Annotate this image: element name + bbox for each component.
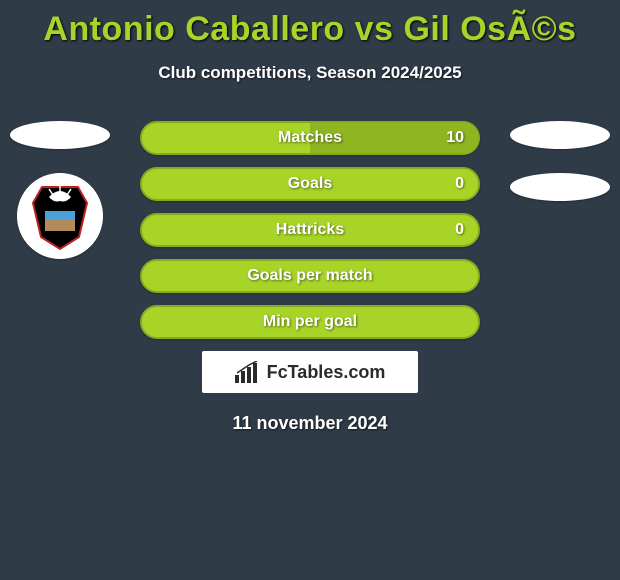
right-player-ellipse-2 [510, 173, 610, 201]
stat-bar-min-per-goal: Min per goal [140, 305, 480, 339]
stat-bar-goals: Goals 0 [140, 167, 480, 201]
stat-label: Hattricks [142, 215, 478, 245]
stat-bar-goals-per-match: Goals per match [140, 259, 480, 293]
stat-bar-hattricks: Hattricks 0 [140, 213, 480, 247]
stat-right-value: 10 [446, 123, 464, 153]
stat-bar-matches: Matches 10 [140, 121, 480, 155]
page-title: Antonio Caballero vs Gil OsÃ©s [0, 0, 620, 49]
date-text: 11 november 2024 [0, 413, 620, 434]
player2-name: Gil OsÃ©s [403, 10, 576, 48]
content-area: Matches 10 Goals 0 Hattricks 0 Goals per… [0, 121, 620, 434]
vs-text: vs [355, 10, 394, 48]
barchart-icon [235, 361, 261, 383]
player1-name: Antonio Caballero [43, 10, 344, 48]
stats-bars: Matches 10 Goals 0 Hattricks 0 Goals per… [140, 121, 480, 339]
right-column [500, 121, 620, 225]
footer-text: FcTables.com [267, 362, 386, 383]
subtitle: Club competitions, Season 2024/2025 [0, 63, 620, 83]
stat-label: Min per goal [142, 307, 478, 337]
left-player-ellipse [10, 121, 110, 149]
stat-right-value: 0 [455, 215, 464, 245]
footer-logo: FcTables.com [202, 351, 418, 393]
left-club-badge [17, 173, 103, 259]
stat-label: Goals [142, 169, 478, 199]
left-column [0, 121, 120, 259]
stat-right-value: 0 [455, 169, 464, 199]
stat-label: Goals per match [142, 261, 478, 291]
right-player-ellipse-1 [510, 121, 610, 149]
